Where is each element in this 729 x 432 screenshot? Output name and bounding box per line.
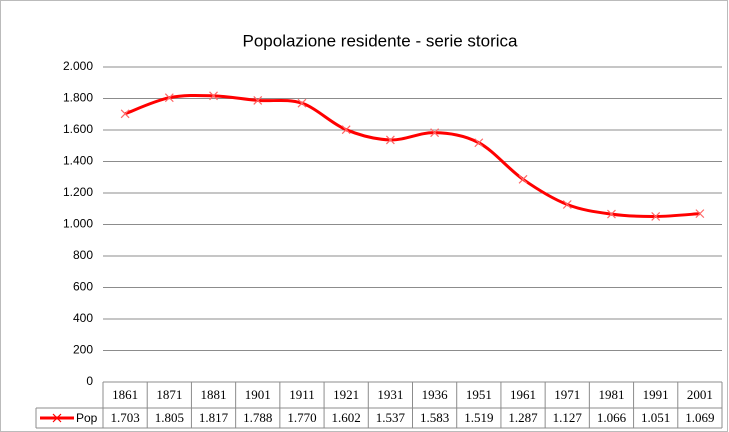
- data-label: 1.805: [155, 410, 184, 425]
- data-label: 1.066: [597, 410, 627, 425]
- point-marker: [651, 212, 661, 221]
- x-tick-label: 1861: [112, 387, 138, 402]
- y-tick-label: 800: [73, 248, 93, 262]
- y-tick-label: 1.800: [63, 91, 93, 105]
- x-tick-label: 1921: [333, 387, 359, 402]
- y-tick-label: 1.200: [63, 185, 93, 199]
- point-marker: [341, 125, 351, 135]
- data-label: 1.583: [420, 410, 449, 425]
- x-tick-label: 1936: [422, 387, 449, 402]
- point-marker: [253, 95, 263, 105]
- point-marker: [385, 135, 395, 145]
- point-marker: [607, 209, 616, 219]
- x-tick-label: 1871: [156, 387, 182, 402]
- y-tick-label: 1.400: [63, 154, 93, 168]
- y-tick-label: 600: [73, 280, 93, 294]
- data-label: 1.287: [508, 410, 538, 425]
- x-tick-label: 1981: [598, 387, 624, 402]
- y-tick-label: 0: [86, 374, 93, 388]
- x-tick-label: 1951: [466, 387, 492, 402]
- point-marker: [164, 93, 174, 103]
- y-tick-label: 1.000: [63, 217, 93, 231]
- x-tick-label: 2001: [687, 387, 713, 402]
- point-marker: [120, 109, 130, 119]
- x-tick-label: 1931: [377, 387, 403, 402]
- legend-label: Pop: [76, 411, 98, 425]
- y-tick-label: 1.600: [63, 122, 93, 136]
- data-label: 1.127: [553, 410, 583, 425]
- x-tick-label: 1881: [201, 387, 227, 402]
- data-label: 1.817: [199, 410, 229, 425]
- data-label: 1.069: [685, 410, 714, 425]
- point-marker: [474, 138, 484, 148]
- y-tick-label: 400: [73, 311, 93, 325]
- point-marker: [297, 98, 307, 108]
- data-label: 1.703: [110, 410, 139, 425]
- y-tick-label: 200: [73, 343, 93, 357]
- point-marker: [209, 91, 218, 101]
- data-label: 1.537: [376, 410, 406, 425]
- x-tick-label: 1991: [643, 387, 669, 402]
- x-tick-label: 1901: [245, 387, 271, 402]
- series-line: [124, 93, 700, 218]
- data-table: 1861 1871 1881 1901 1911 1921 1931 1936 1951 1961…: [35, 382, 723, 429]
- x-tick-label: 1971: [554, 387, 580, 402]
- point-marker: [562, 200, 572, 209]
- point-marker: [695, 209, 705, 219]
- chart-title: Popolazione residente - serie storica: [243, 31, 519, 50]
- data-label: 1.770: [287, 410, 316, 425]
- x-tick-label: 1911: [289, 387, 315, 402]
- legend-marker: [52, 413, 62, 423]
- x-tick-label: 1961: [510, 387, 536, 402]
- point-marker: [430, 128, 440, 138]
- y-tick-label: 2.000: [63, 59, 93, 73]
- point-marker: [518, 174, 528, 184]
- data-label: 1.602: [332, 410, 361, 425]
- data-label: 1.788: [243, 410, 272, 425]
- data-label: 1.051: [641, 410, 670, 425]
- data-label: 1.519: [464, 410, 493, 425]
